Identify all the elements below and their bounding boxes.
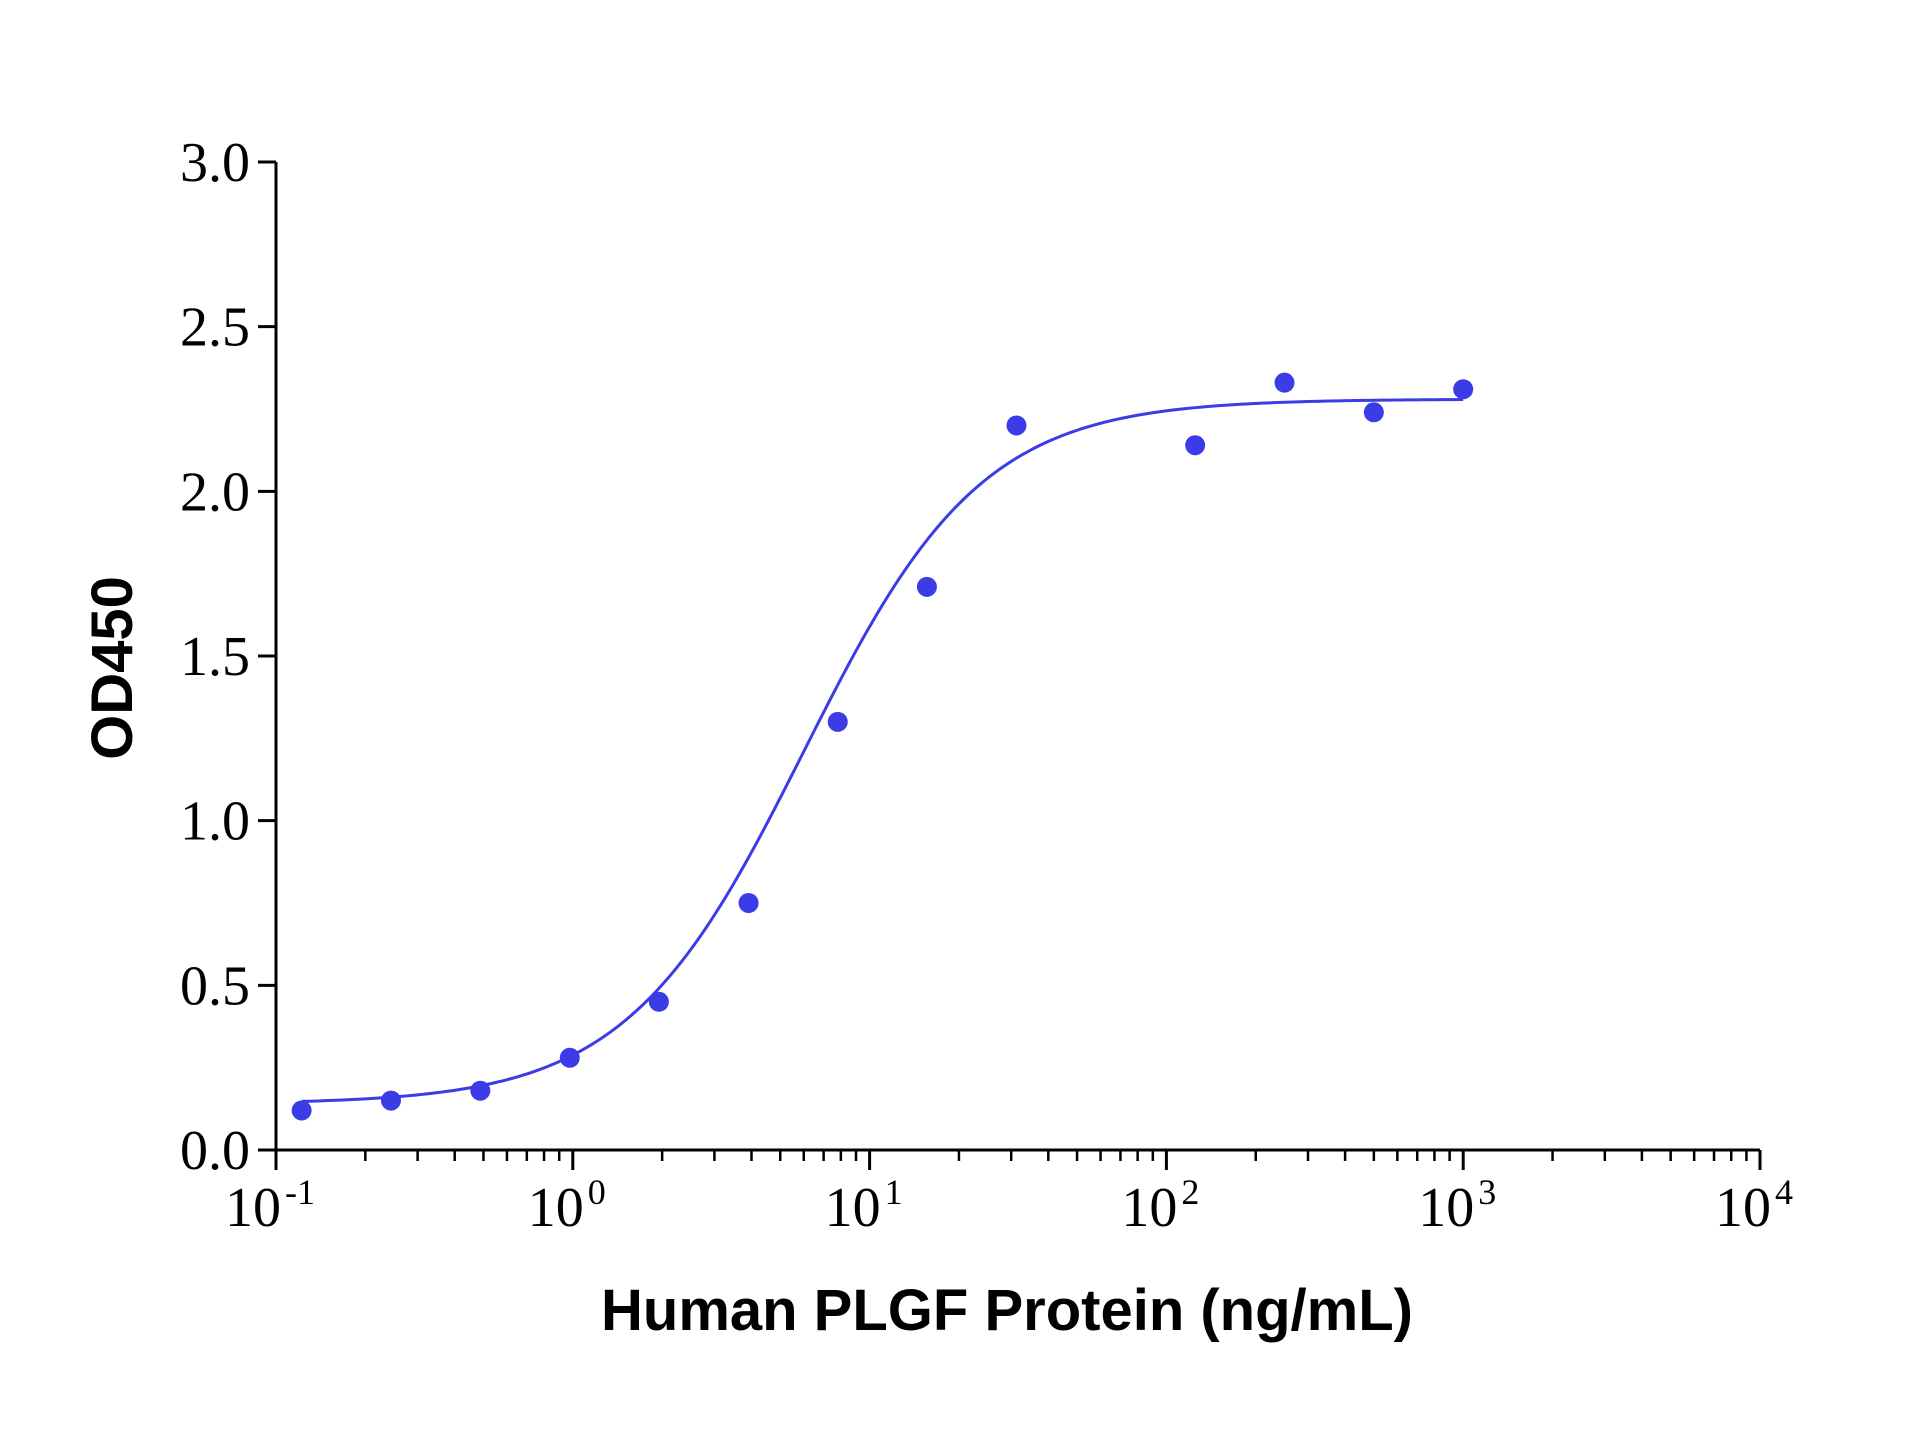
x-tick-base: 10 [528,1177,584,1239]
data-point [1453,379,1474,400]
x-tick-label: 10 4 [1715,1172,1793,1239]
x-tick-base: 10 [825,1177,881,1239]
data-point [380,1090,401,1111]
x-tick-label: 10 2 [1121,1172,1199,1239]
x-tick-label: 10 3 [1418,1172,1496,1239]
y-tick-label: 1.0 [180,791,250,853]
y-ticks-group: 0.0 0.5 1.0 1.5 2.0 2.5 3.0 [180,132,276,1182]
x-tick-exponent: 1 [885,1172,903,1212]
x-tick-label: 10 1 [825,1172,903,1239]
data-point [1274,372,1295,393]
x-tick-exponent: -1 [285,1172,315,1212]
data-point [738,893,759,913]
x-tick-exponent: 4 [1775,1172,1793,1212]
x-tick-exponent: 3 [1478,1172,1496,1212]
data-point [1185,435,1206,456]
x-tick-label: 10 0 [528,1172,606,1239]
y-tick-label: 2.5 [180,297,250,359]
x-axis-title: Human PLGF Protein (ng/mL) [601,1278,1413,1343]
y-tick-label: 3.0 [180,132,250,194]
data-point [1006,415,1027,436]
data-point [916,576,937,597]
x-tick-exponent: 2 [1181,1172,1199,1212]
x-tick-exponent: 0 [588,1172,606,1212]
y-tick-label: 2.0 [180,461,250,523]
fit-curve [301,398,1464,1103]
data-point [827,711,848,732]
data-point [559,1047,580,1068]
data-point [291,1100,312,1121]
y-tick-label: 1.5 [180,626,250,688]
data-points-group [291,372,1474,1121]
y-tick-label: 0.0 [180,1120,250,1182]
x-tick-base: 10 [1715,1177,1771,1239]
axes-group [274,162,1760,1152]
x-tick-label: 10 -1 [225,1172,315,1239]
data-point [470,1080,491,1101]
x-ticks-group: 10 -1 10 0 10 1 10 2 10 3 10 4 [225,1150,1793,1239]
x-tick-base: 10 [1121,1177,1177,1239]
data-point [1363,402,1384,423]
y-tick-label: 0.5 [180,955,250,1017]
x-tick-base: 10 [1418,1177,1474,1239]
x-tick-base: 10 [225,1177,281,1239]
data-point [648,991,669,1012]
y-axis-title: OD450 [80,576,145,760]
